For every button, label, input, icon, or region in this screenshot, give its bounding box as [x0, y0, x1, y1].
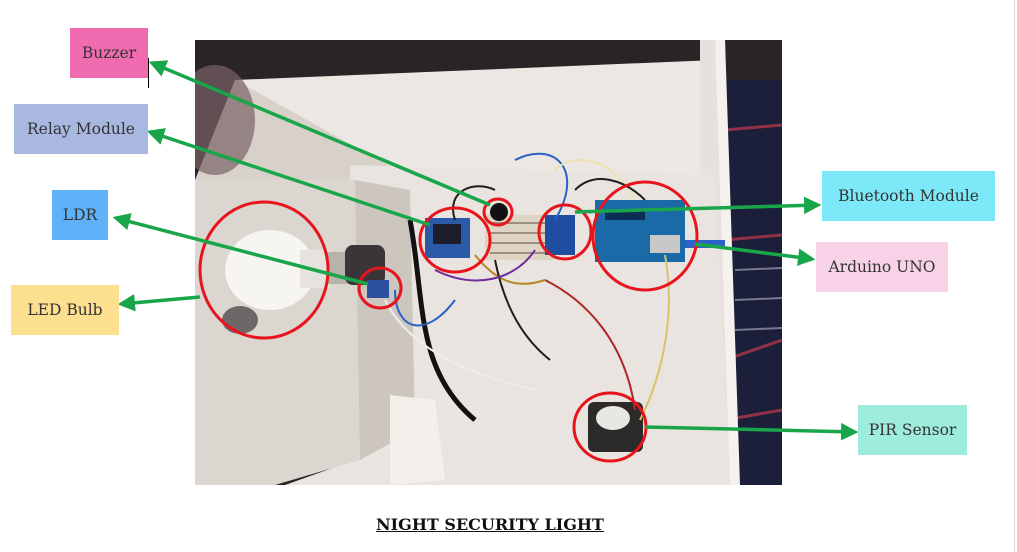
text-cursor — [148, 58, 149, 88]
project-photo — [195, 40, 782, 485]
arduino-uno-label: Arduino UNO — [816, 242, 948, 292]
ldr-label: LDR — [52, 190, 108, 240]
buzzer-label: Buzzer — [70, 28, 148, 78]
led-bulb-arrow — [117, 294, 201, 312]
relay-module-label: Relay Module — [14, 104, 148, 154]
figure-caption: NIGHT SECURITY LIGHT — [376, 515, 604, 534]
led-bulb-label: LED Bulb — [11, 285, 119, 335]
page-edge — [1014, 0, 1015, 552]
pir-sensor-label: PIR Sensor — [858, 405, 967, 455]
bluetooth-module-label: Bluetooth Module — [822, 171, 995, 221]
